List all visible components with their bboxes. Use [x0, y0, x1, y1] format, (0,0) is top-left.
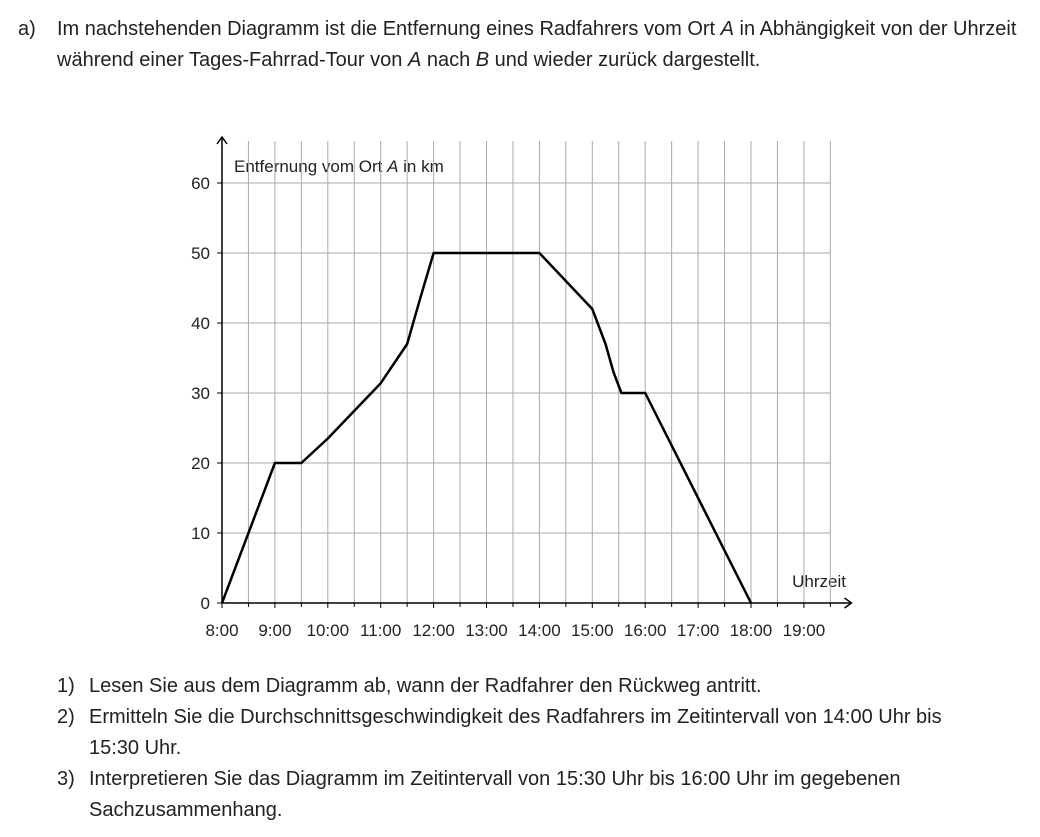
text: Im nachstehenden Diagramm ist die Entfer… [57, 18, 721, 40]
question-text: Interpretieren Sie das Diagramm im Zeiti… [89, 768, 901, 821]
text: nach [421, 49, 476, 71]
y-tick-label: 20 [191, 454, 210, 473]
question-text: Ermitteln Sie die Durchschnittsgeschwind… [89, 706, 942, 759]
question-number: 3) [57, 768, 75, 790]
y-tick-label: 10 [191, 524, 210, 543]
y-tick-label: 50 [191, 244, 210, 263]
y-tick-label: 0 [201, 594, 210, 613]
x-tick-label: 11:00 [360, 621, 401, 640]
y-tick-label: 60 [191, 174, 210, 193]
chart: Entfernung vom Ort A in km Uhrzeit 0 10 20… [191, 135, 853, 640]
grid [221, 141, 831, 604]
x-axis-arrow [844, 597, 853, 609]
x-tick-label: 19:00 [783, 621, 826, 640]
x-tick-label: 13:00 [465, 621, 508, 640]
text: A [386, 157, 398, 176]
x-axis-label: Uhrzeit [792, 572, 846, 591]
text: und wieder zurück dargestellt. [489, 49, 761, 71]
text: Entfernung vom Ort [234, 157, 387, 176]
x-tick-label: 18:00 [730, 621, 773, 640]
x-tick-label: 17:00 [677, 621, 720, 640]
text: A [407, 49, 422, 71]
x-tick-label: 15:00 [571, 621, 614, 640]
text: B [475, 49, 490, 71]
x-tick-label: 10:00 [307, 621, 350, 640]
question-text: Lesen Sie aus dem Diagramm ab, wann der … [89, 675, 762, 697]
text: in Abhängigkeit von der Uhrzeit während … [57, 18, 1017, 71]
x-tick-label: 8:00 [205, 621, 238, 640]
text: A [720, 18, 734, 40]
y-tick-label: 30 [191, 384, 210, 403]
intro-text: Im nachstehenden Diagramm ist die Entfer… [57, 14, 1017, 76]
x-tick-label: 16:00 [624, 621, 667, 640]
x-tick-label: 14:00 [518, 621, 561, 640]
intro-label: a) [18, 18, 36, 40]
x-tick-label: 12:00 [412, 621, 455, 640]
x-tick-label: 9:00 [258, 621, 291, 640]
y-tick-label: 40 [191, 314, 210, 333]
y-axis-arrow [216, 135, 228, 145]
data-line [220, 251, 753, 604]
text: in km [398, 157, 443, 176]
y-axis-label: Entfernung vom Ort A in km [234, 157, 444, 176]
question-number: 2) [57, 706, 75, 728]
question-number: 1) [57, 675, 75, 697]
